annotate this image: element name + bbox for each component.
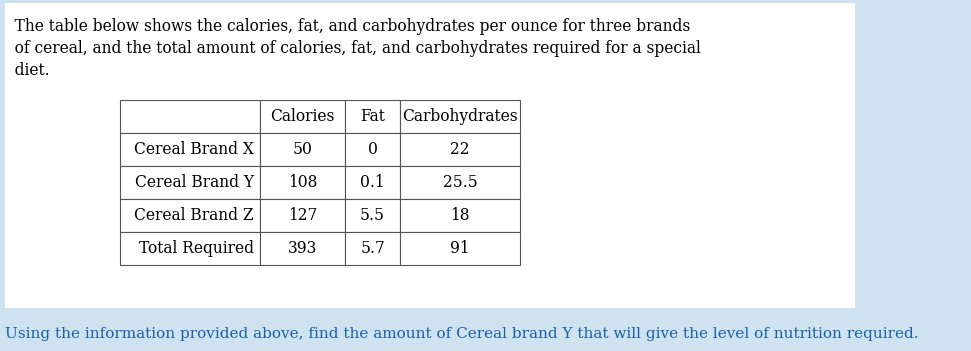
Text: 5.7: 5.7 [360, 240, 385, 257]
Text: 108: 108 [287, 174, 318, 191]
Text: diet.: diet. [0, 62, 50, 79]
Bar [345, 232, 400, 265]
Bar [120, 199, 260, 232]
Bar [120, 232, 260, 265]
Text: Fat: Fat [360, 108, 385, 125]
Text: Total Required: Total Required [139, 240, 254, 257]
Text: Calories: Calories [270, 108, 335, 125]
Bar [400, 166, 520, 199]
Bar [345, 166, 400, 199]
Text: 393: 393 [287, 240, 318, 257]
Text: Using the information provided above, find the amount of Cereal brand Y that wil: Using the information provided above, fi… [5, 327, 919, 341]
Bar [260, 232, 345, 265]
Text: Cereal Brand Z: Cereal Brand Z [134, 207, 254, 224]
Text: 22: 22 [451, 141, 470, 158]
Bar [5, 3, 855, 308]
Text: 0: 0 [368, 141, 378, 158]
Text: 25.5: 25.5 [443, 174, 478, 191]
Bar [260, 133, 345, 166]
Text: 18: 18 [451, 207, 470, 224]
Bar [120, 133, 260, 166]
Bar [400, 199, 520, 232]
Text: 50: 50 [292, 141, 313, 158]
Bar [400, 133, 520, 166]
Text: 127: 127 [287, 207, 318, 224]
Bar [260, 100, 345, 133]
Bar [400, 232, 520, 265]
Text: Carbohydrates: Carbohydrates [402, 108, 518, 125]
Bar [120, 100, 260, 133]
Bar [260, 166, 345, 199]
Bar [345, 133, 400, 166]
Text: of cereal, and the total amount of calories, fat, and carbohydrates required for: of cereal, and the total amount of calor… [0, 40, 701, 57]
Bar [400, 100, 520, 133]
Text: The table below shows the calories, fat, and carbohydrates per ounce for three b: The table below shows the calories, fat,… [0, 18, 690, 35]
Text: 5.5: 5.5 [360, 207, 385, 224]
Text: 91: 91 [451, 240, 470, 257]
Bar [120, 166, 260, 199]
Text: Cereal Brand Y: Cereal Brand Y [135, 174, 254, 191]
Bar [345, 199, 400, 232]
Bar [260, 199, 345, 232]
Text: Cereal Brand X: Cereal Brand X [134, 141, 254, 158]
Bar [345, 100, 400, 133]
Text: 0.1: 0.1 [360, 174, 385, 191]
